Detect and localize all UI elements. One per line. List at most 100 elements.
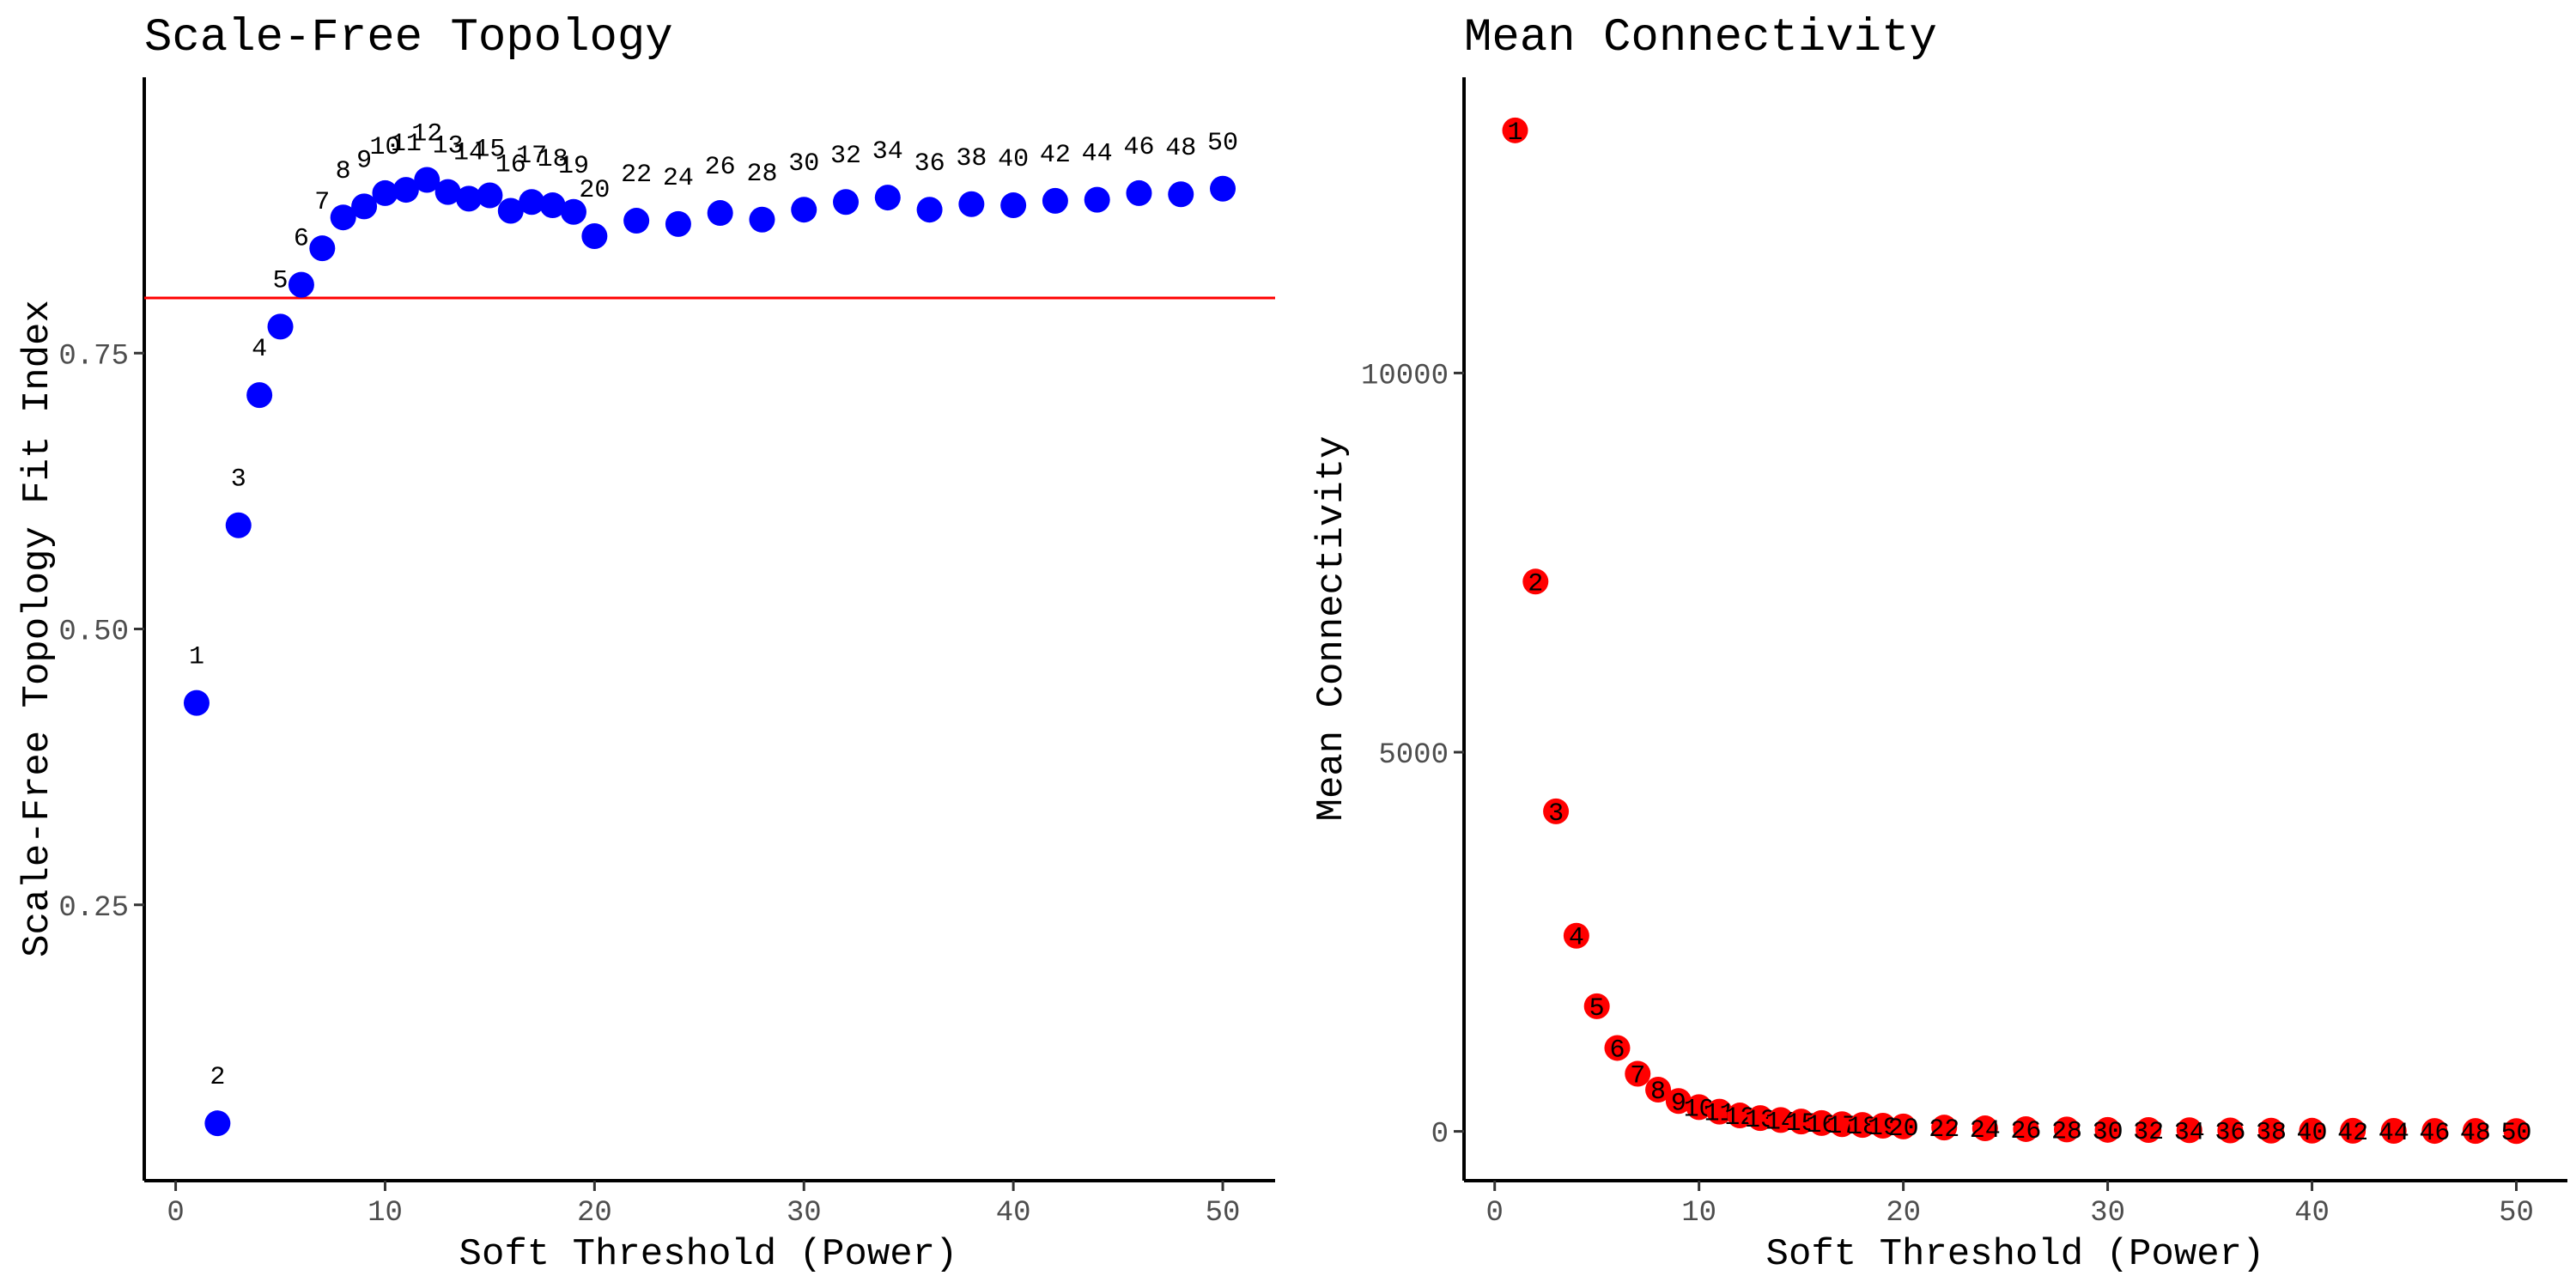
x-tick-label: 20 bbox=[577, 1197, 612, 1230]
data-label: 38 bbox=[956, 144, 987, 173]
data-label: 5 bbox=[1589, 994, 1605, 1024]
data-label: 16 bbox=[495, 150, 526, 179]
y-tick-label: 0.50 bbox=[58, 617, 129, 649]
data-point bbox=[1210, 175, 1236, 202]
data-point bbox=[539, 192, 566, 219]
data-label: 20 bbox=[1888, 1115, 1919, 1144]
data-point bbox=[874, 185, 901, 211]
data-label: 9 bbox=[1671, 1089, 1686, 1118]
data-point bbox=[351, 193, 378, 220]
data-label: 2 bbox=[210, 1063, 225, 1092]
data-point bbox=[1563, 922, 1589, 949]
data-label: 1 bbox=[189, 643, 204, 672]
data-label: 40 bbox=[998, 145, 1029, 174]
x-tick-label: 40 bbox=[2294, 1197, 2330, 1230]
data-point bbox=[1829, 1111, 1856, 1138]
data-point bbox=[330, 204, 356, 231]
x-tick-label: 20 bbox=[1886, 1197, 1921, 1230]
data-point bbox=[1808, 1109, 1835, 1136]
y-tick-label: 0 bbox=[1431, 1119, 1449, 1151]
data-point bbox=[2462, 1118, 2488, 1145]
data-point bbox=[288, 271, 314, 298]
data-point bbox=[2094, 1116, 2121, 1143]
data-label: 44 bbox=[1082, 140, 1113, 169]
data-point bbox=[1543, 798, 1570, 824]
data-label: 34 bbox=[872, 137, 903, 167]
data-label: 32 bbox=[830, 142, 861, 171]
data-label: 3 bbox=[1548, 799, 1564, 829]
data-label: 30 bbox=[2093, 1118, 2123, 1147]
data-point bbox=[434, 179, 461, 205]
data-point bbox=[2257, 1117, 2284, 1144]
x-tick-label: 40 bbox=[996, 1197, 1031, 1230]
data-label: 8 bbox=[336, 157, 351, 186]
data-point bbox=[497, 197, 524, 224]
x-tick-label: 0 bbox=[1485, 1197, 1503, 1230]
panel-title: Mean Connectivity bbox=[1464, 12, 1937, 64]
data-label: 10 bbox=[369, 133, 400, 162]
data-label: 28 bbox=[746, 160, 777, 189]
data-point bbox=[1084, 186, 1110, 213]
y-tick-label: 5000 bbox=[1378, 739, 1449, 772]
data-label: 7 bbox=[314, 188, 330, 217]
data-point bbox=[1727, 1103, 1753, 1129]
data-point bbox=[1686, 1094, 1712, 1121]
data-point bbox=[560, 198, 586, 225]
data-label: 4 bbox=[1569, 924, 1584, 953]
data-point bbox=[519, 189, 545, 216]
data-label: 13 bbox=[433, 132, 464, 161]
data-point bbox=[1000, 192, 1027, 219]
data-point bbox=[1126, 179, 1152, 206]
x-tick-label: 50 bbox=[1206, 1197, 1241, 1230]
data-label: 26 bbox=[705, 153, 736, 182]
data-label: 44 bbox=[2379, 1119, 2409, 1148]
data-point bbox=[414, 167, 440, 193]
data-label: 1 bbox=[1507, 118, 1522, 148]
data-label: 32 bbox=[2133, 1118, 2164, 1147]
x-axis-title: Soft Threshold (Power) bbox=[459, 1233, 958, 1276]
data-label: 4 bbox=[252, 335, 267, 364]
data-label: 3 bbox=[231, 465, 246, 495]
data-label: 15 bbox=[474, 135, 505, 164]
data-label: 48 bbox=[1165, 134, 1196, 163]
data-point bbox=[477, 182, 503, 209]
data-point bbox=[1869, 1112, 1896, 1139]
data-point bbox=[707, 200, 733, 227]
data-point bbox=[1583, 993, 1610, 1019]
data-point bbox=[183, 690, 210, 716]
x-tick-label: 10 bbox=[368, 1197, 403, 1230]
data-label: 48 bbox=[2460, 1119, 2491, 1148]
x-tick-label: 30 bbox=[2090, 1197, 2125, 1230]
data-point bbox=[1042, 187, 1068, 214]
data-point bbox=[1767, 1107, 1794, 1133]
data-point bbox=[1747, 1105, 1774, 1132]
data-point bbox=[2013, 1115, 2039, 1142]
x-tick-label: 0 bbox=[167, 1197, 184, 1230]
data-point bbox=[309, 235, 336, 262]
data-point bbox=[749, 206, 775, 233]
data-label: 42 bbox=[2337, 1119, 2368, 1148]
data-point bbox=[1931, 1115, 1958, 1141]
y-axis-title: Mean Connectivity bbox=[1310, 436, 1353, 822]
data-label: 22 bbox=[1929, 1115, 1959, 1145]
scale-free-topology-panel: Scale-Free Topology 0 10 20 30 40 50 0.25 0.50 0… bbox=[16, 12, 1275, 1276]
data-label: 17 bbox=[516, 142, 547, 171]
data-point bbox=[1604, 1035, 1631, 1061]
data-label: 18 bbox=[538, 145, 568, 174]
data-label: 2 bbox=[1528, 569, 1543, 598]
data-point bbox=[1788, 1109, 1814, 1135]
y-tick-label: 10000 bbox=[1361, 360, 1449, 392]
data-point bbox=[1625, 1060, 1651, 1087]
data-label: 7 bbox=[1630, 1061, 1645, 1091]
data-label: 8 bbox=[1650, 1078, 1666, 1107]
data-point bbox=[916, 197, 943, 223]
data-label: 19 bbox=[558, 152, 589, 181]
data-point bbox=[1890, 1113, 1917, 1139]
data-point bbox=[204, 1110, 231, 1137]
x-tick-label: 30 bbox=[787, 1197, 822, 1230]
y-tick-label: 0.75 bbox=[58, 340, 129, 373]
data-point bbox=[623, 208, 650, 234]
data-point bbox=[1168, 181, 1194, 208]
